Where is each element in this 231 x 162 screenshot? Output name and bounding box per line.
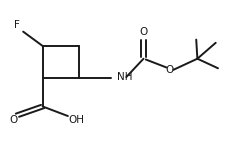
Text: F: F [14, 20, 20, 30]
Text: NH: NH [117, 72, 132, 82]
Text: OH: OH [68, 115, 84, 125]
Text: O: O [165, 65, 173, 75]
Text: O: O [10, 115, 18, 125]
Text: O: O [139, 27, 147, 37]
